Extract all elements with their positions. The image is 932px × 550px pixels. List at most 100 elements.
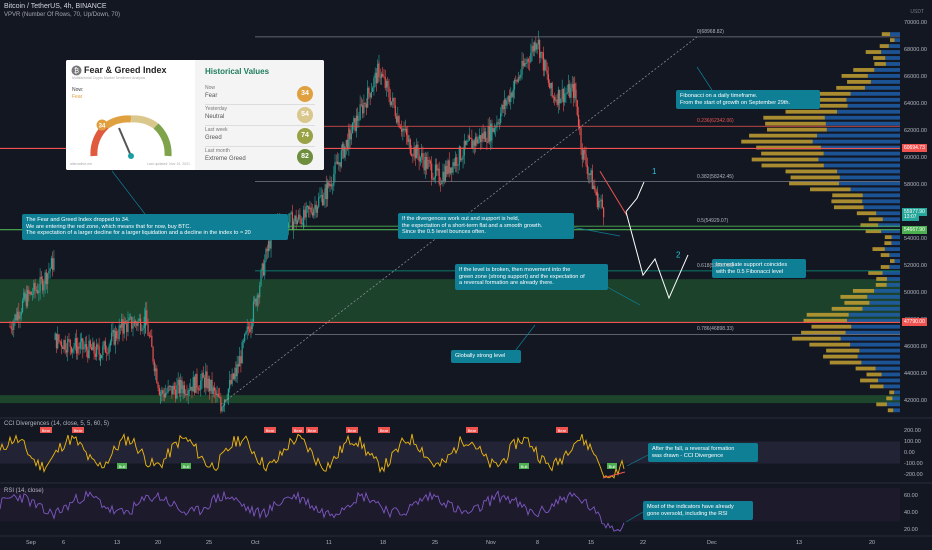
divergence-note[interactable]: If the divergences work out and support … (398, 213, 574, 239)
candle-body (525, 63, 527, 64)
candle-body (395, 116, 398, 123)
candle-body (603, 207, 605, 218)
candle-body (53, 258, 55, 270)
volume-profile-bar (852, 288, 875, 293)
candle-body (149, 335, 152, 337)
price-axis-tick: 50000.00 (904, 289, 927, 296)
candle-body (137, 320, 139, 326)
volume-profile-bar (848, 312, 900, 317)
candle-body (237, 364, 240, 367)
candle-body (21, 300, 24, 312)
volume-profile-bar (863, 205, 900, 210)
candle-body (83, 347, 85, 350)
candle-body (290, 212, 292, 214)
candle-body (113, 329, 115, 345)
price-marker: 47790.00 (902, 318, 927, 327)
candle-body (501, 104, 503, 114)
fall-projection (599, 171, 628, 217)
candle-body (103, 341, 105, 346)
breakdown-note[interactable]: If the level is broken, then movement in… (455, 264, 608, 290)
candle-body (498, 122, 501, 124)
candle-body (429, 161, 432, 164)
volume-profile-bar (832, 193, 863, 198)
time-axis-tick: 13 (114, 540, 121, 546)
time-axis-tick: 18 (380, 540, 387, 546)
fibonacci-note[interactable]: Fibonacci on a daily timeframe. From the… (676, 90, 820, 110)
candle-body (74, 338, 76, 347)
candle-body (547, 74, 549, 83)
candle-body (582, 149, 585, 160)
candle-body (116, 331, 118, 339)
price-axis-tick: 64000.00 (904, 100, 927, 107)
candle-body (306, 206, 309, 207)
candle-body (341, 143, 344, 151)
volume-profile-bar (804, 103, 848, 108)
candle-body (168, 386, 170, 388)
candle-body (50, 258, 53, 269)
candle-body (451, 167, 453, 173)
volume-profile-bar (880, 265, 890, 269)
candle-body (231, 373, 233, 384)
candle-body (245, 331, 247, 335)
candle-body (486, 141, 488, 143)
candle-body (468, 135, 470, 139)
strong-level-note[interactable]: Globally strong level (451, 350, 521, 363)
volume-profile-bar (767, 127, 827, 132)
candle-body (353, 118, 355, 123)
candle-body (319, 196, 321, 198)
candle-body (97, 344, 99, 347)
candle-body (26, 289, 29, 307)
candle-body (35, 290, 37, 292)
candle-body (402, 128, 404, 132)
rsi-note[interactable]: Most of the indicators have already gone… (643, 501, 753, 521)
candle-body (75, 338, 78, 354)
candle-body (488, 126, 491, 142)
volume-profile-bar (765, 121, 826, 126)
fear-greed-title: Fear & Greed Index (84, 65, 167, 75)
history-sentiment: Fear (205, 93, 218, 99)
candle-body (314, 204, 316, 210)
candle-body (37, 290, 39, 294)
candle-body (323, 199, 325, 205)
volume-profile-bar (884, 241, 892, 246)
candle-body (313, 209, 315, 216)
candle-body (480, 135, 482, 143)
candle-body (220, 397, 222, 406)
volume-profile-bar (840, 336, 900, 341)
candle-body (476, 136, 478, 144)
candle-body (459, 146, 462, 161)
candle-body (591, 170, 593, 189)
gauge-score: 34 (99, 124, 106, 130)
support-note[interactable]: Immediate support coincides with the 0.5… (712, 259, 806, 279)
volume-profile-bar (876, 211, 900, 216)
scenario-1-path (625, 181, 645, 213)
candle-body (331, 185, 334, 187)
cci-note[interactable]: After the fall, a reversal formation was… (648, 443, 758, 463)
fib-level-label: 0.5(54929.07) (697, 218, 729, 225)
candle-body (291, 212, 293, 231)
candle-body (442, 171, 444, 183)
candle-body (183, 385, 186, 395)
fear-greed-source: alternative.me (70, 162, 92, 166)
candle-body (364, 102, 366, 104)
candle-body (542, 52, 544, 71)
volume-profile-bar (860, 378, 879, 383)
candle-body (491, 127, 493, 141)
candle-body (308, 206, 310, 210)
volume-profile-bar (876, 402, 887, 407)
candle-body (296, 220, 298, 225)
candle-body (256, 295, 258, 306)
candle-body (358, 119, 360, 121)
time-axis-tick: 15 (588, 540, 595, 546)
candle-body (321, 195, 324, 205)
bull-signal-badge (181, 463, 191, 469)
candle-body (597, 200, 600, 208)
volume-profile-bar (886, 396, 893, 401)
history-period: Last month (205, 148, 230, 154)
candle-body (424, 156, 427, 171)
candle-body (469, 138, 472, 139)
candle-body (153, 361, 155, 372)
fear-greed-note[interactable]: The Fear and Greed Index dropped to 34. … (22, 214, 288, 240)
candle-body (316, 206, 319, 213)
candle-body (102, 345, 104, 356)
